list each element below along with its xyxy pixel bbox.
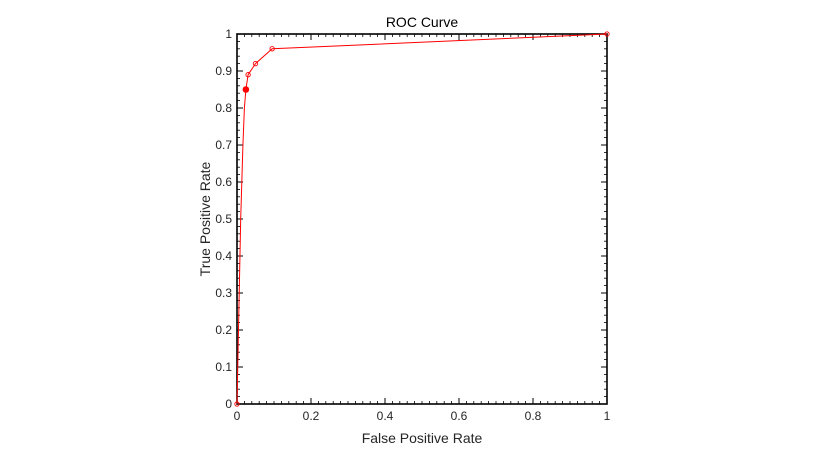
y-tick-label: 0.6 [215,175,232,189]
y-tick-label: 0.2 [215,323,232,337]
y-tick-label: 0.3 [215,286,232,300]
x-tick-label: 0 [234,409,241,423]
y-tick-label: 0.5 [215,212,232,226]
x-axis-label: False Positive Rate [362,430,483,446]
x-tick-label: 0.6 [451,409,468,423]
roc-point-marker [252,60,259,67]
y-tick-label: 1 [225,27,232,41]
plot-area: 0 0.2 0.4 0.6 0.8 1 0 0.1 0.2 0.3 0.4 0.5 0.6 0.7 0.8 0… [215,27,610,423]
x-tick-label: 1 [604,409,611,423]
roc-point-marker [269,46,275,52]
y-tick-label: 0.1 [215,360,232,374]
x-tick-label: 0.4 [377,409,394,423]
y-tick-label: 0.8 [215,101,232,115]
y-tick-label: 0.7 [215,138,232,152]
y-axis-label: True Positive Rate [197,161,213,276]
y-tick-label: 0.4 [215,249,232,263]
axes-box [236,33,608,405]
y-tick-label: 0 [225,397,232,411]
operating-point-marker [242,86,250,93]
roc-point-marker [604,31,610,37]
roc-point-marker [245,72,251,78]
chart-title: ROC Curve [386,14,459,30]
x-tick-label: 0.2 [303,409,320,423]
x-tick-label: 0.8 [525,409,542,423]
y-tick-label: 0.9 [215,64,232,78]
roc-point-marker [234,401,240,407]
